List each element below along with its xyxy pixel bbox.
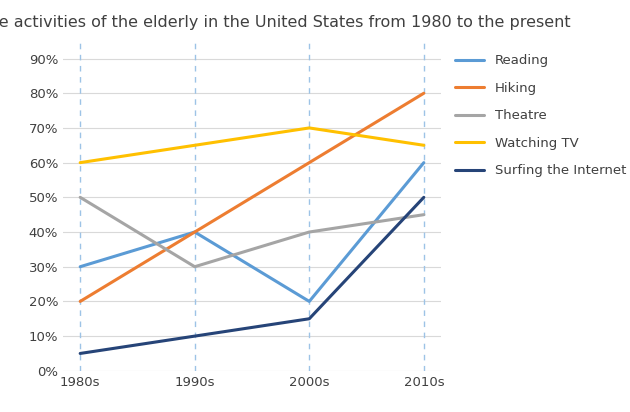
Theatre: [420, 212, 428, 217]
Hiking: [306, 160, 313, 165]
Watching TV: [76, 160, 84, 165]
Watching TV: [306, 126, 313, 131]
Surfing the Internet: [420, 195, 428, 200]
Reading: [191, 229, 198, 234]
Line: Reading: Reading: [80, 163, 424, 302]
Theatre: [306, 229, 313, 234]
Line: Watching TV: Watching TV: [80, 128, 424, 163]
Line: Surfing the Internet: Surfing the Internet: [80, 197, 424, 353]
Title: Free time activities of the elderly in the United States from 1980 to the presen: Free time activities of the elderly in t…: [0, 15, 571, 30]
Hiking: [191, 229, 198, 234]
Surfing the Internet: [76, 351, 84, 356]
Line: Theatre: Theatre: [80, 197, 424, 267]
Hiking: [420, 91, 428, 96]
Reading: [306, 299, 313, 304]
Reading: [76, 264, 84, 269]
Legend: Reading, Hiking, Theatre, Watching TV, Surfing the Internet: Reading, Hiking, Theatre, Watching TV, S…: [455, 54, 626, 178]
Surfing the Internet: [191, 334, 198, 339]
Watching TV: [420, 143, 428, 148]
Surfing the Internet: [306, 316, 313, 321]
Theatre: [191, 264, 198, 269]
Watching TV: [191, 143, 198, 148]
Hiking: [76, 299, 84, 304]
Theatre: [76, 195, 84, 200]
Line: Hiking: Hiking: [80, 93, 424, 302]
Reading: [420, 160, 428, 165]
